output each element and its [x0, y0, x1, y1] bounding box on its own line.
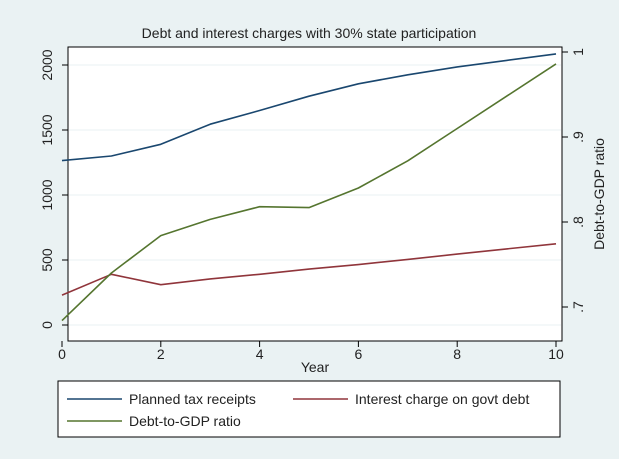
x-tick-label: 6 — [355, 346, 363, 362]
x-tick-label: 2 — [157, 346, 165, 362]
x-tick-label: 10 — [548, 346, 564, 362]
y-tick-label-left: 2000 — [39, 49, 55, 80]
plot-area — [67, 46, 563, 342]
y-tick-label-right: .7 — [570, 301, 586, 313]
grid — [69, 64, 561, 326]
legend-label: Planned tax receipts — [129, 391, 256, 407]
y-tick-label-left: 1000 — [39, 179, 55, 210]
legend-label: Interest charge on govt debt — [355, 391, 529, 407]
y-tick-label-right: 1 — [570, 48, 586, 56]
series-lines — [61, 53, 557, 322]
x-tick-label: 0 — [58, 346, 66, 362]
x-axis-label: Year — [301, 359, 330, 375]
series-line-3 — [61, 63, 557, 322]
series-line-2 — [61, 243, 557, 296]
y-tick-label-right: .8 — [570, 216, 586, 228]
y-tick-label-left: 0 — [39, 321, 55, 329]
x-tick-label: 4 — [256, 346, 264, 362]
y-tick-label-left: 500 — [39, 248, 55, 272]
legend-entries: Planned tax receipts Interest charge on g… — [67, 391, 529, 429]
x-tick-label: 8 — [453, 346, 461, 362]
chart-title: Debt and interest charges with 30% state… — [142, 25, 477, 41]
y-tick-label-left: 1500 — [39, 114, 55, 145]
legend-label: Debt-to-GDP ratio — [129, 413, 241, 429]
legend — [57, 380, 561, 438]
series-line-1 — [61, 53, 557, 162]
y-tick-label-right: .9 — [570, 131, 586, 143]
right-y-axis-label: Debt-to-GDP ratio — [591, 138, 607, 250]
